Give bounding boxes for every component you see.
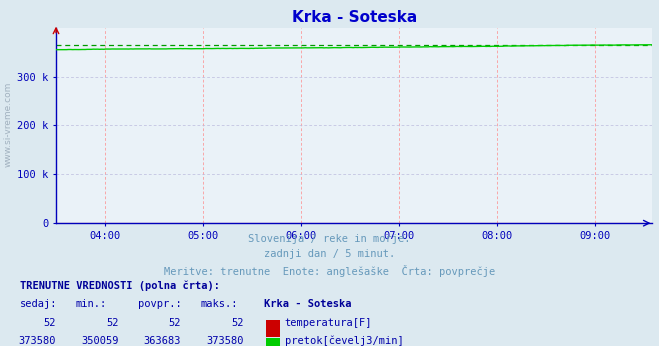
Text: TRENUTNE VREDNOSTI (polna črta):: TRENUTNE VREDNOSTI (polna črta): — [20, 281, 219, 291]
Text: 52: 52 — [169, 318, 181, 328]
Text: zadnji dan / 5 minut.: zadnji dan / 5 minut. — [264, 249, 395, 259]
Text: sedaj:: sedaj: — [20, 299, 57, 309]
Text: Meritve: trenutne  Enote: anglešaške  Črta: povprečje: Meritve: trenutne Enote: anglešaške Črta… — [164, 265, 495, 277]
Text: www.si-vreme.com: www.si-vreme.com — [4, 82, 13, 167]
Text: min.:: min.: — [76, 299, 107, 309]
Text: Slovenija / reke in morje.: Slovenija / reke in morje. — [248, 234, 411, 244]
Text: pretok[čevelj3/min]: pretok[čevelj3/min] — [285, 336, 403, 346]
Text: temperatura[F]: temperatura[F] — [285, 318, 372, 328]
Text: 350059: 350059 — [81, 336, 119, 346]
Title: Krka - Soteska: Krka - Soteska — [291, 10, 417, 25]
Text: Krka - Soteska: Krka - Soteska — [264, 299, 351, 309]
Text: 373580: 373580 — [206, 336, 244, 346]
Text: povpr.:: povpr.: — [138, 299, 182, 309]
Text: maks.:: maks.: — [201, 299, 239, 309]
Text: 363683: 363683 — [144, 336, 181, 346]
Text: 52: 52 — [231, 318, 244, 328]
Text: 373580: 373580 — [18, 336, 56, 346]
Text: 52: 52 — [106, 318, 119, 328]
Text: 52: 52 — [43, 318, 56, 328]
